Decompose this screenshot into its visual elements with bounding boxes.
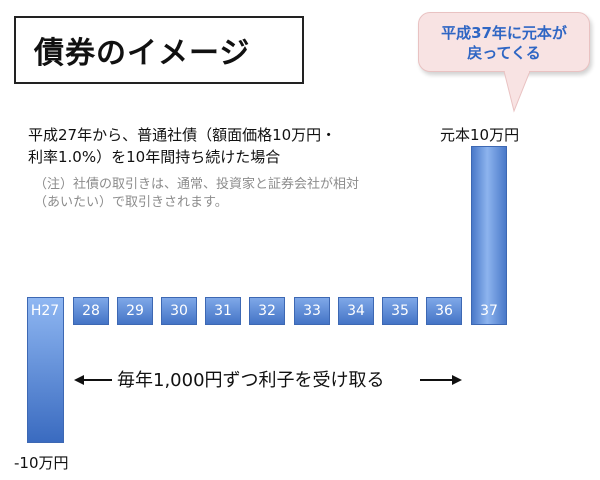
year-35: 35 <box>382 297 418 325</box>
year-30: 30 <box>161 297 197 325</box>
year-37: 37 <box>480 303 498 319</box>
interest-arrow <box>74 375 462 385</box>
description-line-2: 利率1.0%）を10年間持ち続けた場合 <box>28 148 281 166</box>
investment-bar <box>27 297 64 443</box>
callout-line-2: 戻ってくる <box>467 44 541 62</box>
callout-tail <box>503 71 531 113</box>
principal-label: 元本10万円 <box>440 126 520 144</box>
scenario-description: 平成27年から、普通社債（額面価格10万円・ 利率1.0%）を10年間持ち続けた… <box>28 124 336 168</box>
callout-line-1: 平成37年に元本が <box>441 24 567 42</box>
year-28: 28 <box>73 297 109 325</box>
principal-bar <box>471 146 507 325</box>
negative-label: -10万円 <box>14 454 69 472</box>
callout-bubble: 平成37年に元本が 戻ってくる <box>418 12 590 72</box>
interest-text: 毎年1,000円ずつ利子を受け取る <box>117 370 385 391</box>
title-box: 債券のイメージ <box>14 16 304 84</box>
description-line-1: 平成27年から、普通社債（額面価格10万円・ <box>28 126 337 144</box>
note-line-2: （あいたい）で取引きされます。 <box>34 195 228 210</box>
year-33: 33 <box>294 297 330 325</box>
year-34: 34 <box>338 297 374 325</box>
year-32: 32 <box>249 297 285 325</box>
year-h27: H27 <box>30 303 60 319</box>
page-title: 債券のイメージ <box>34 36 251 71</box>
year-36: 36 <box>426 297 462 325</box>
year-29: 29 <box>117 297 153 325</box>
trade-note: （注）社債の取引きは、通常、投資家と証券会社が相対 （あいたい）で取引きされます… <box>34 176 359 212</box>
year-31: 31 <box>205 297 241 325</box>
note-line-1: （注）社債の取引きは、通常、投資家と証券会社が相対 <box>34 177 360 192</box>
